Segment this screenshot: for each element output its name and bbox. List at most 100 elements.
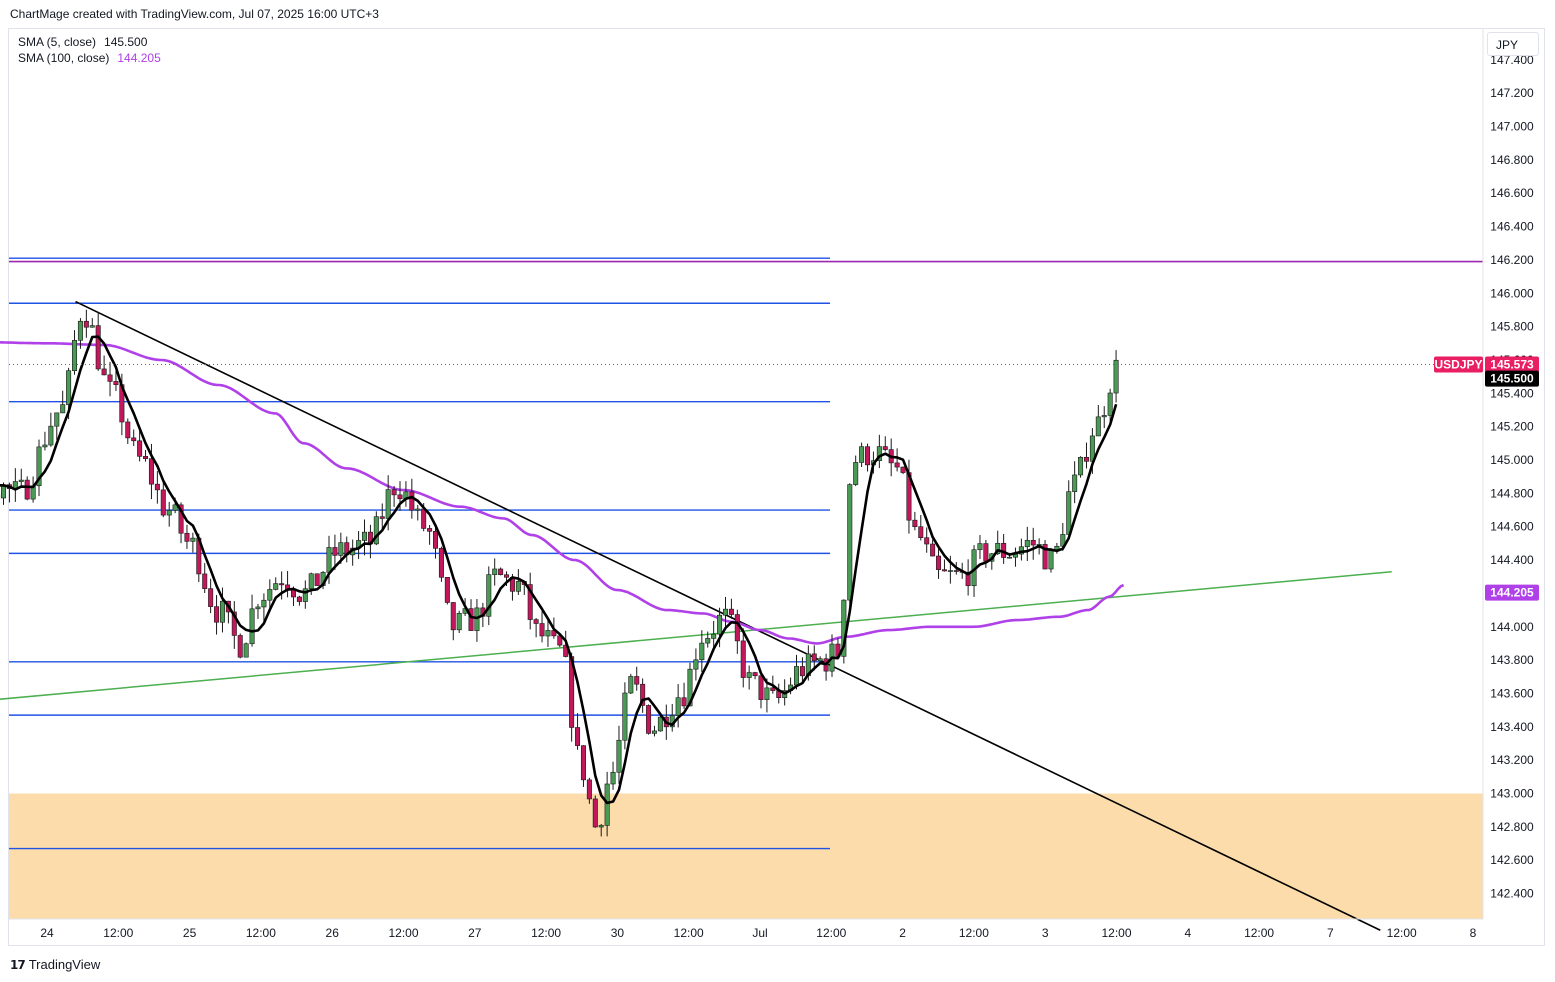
price-tick-label: 144.800 <box>1490 486 1534 500</box>
candle-body <box>302 588 308 602</box>
candle-body <box>42 444 48 448</box>
candle-body <box>646 705 652 734</box>
candle-body <box>876 446 882 461</box>
legend-sma5[interactable]: SMA (5, close) 145.500 <box>18 34 161 50</box>
candle-body <box>1113 359 1119 394</box>
candle-body <box>847 484 853 601</box>
candle-body <box>308 573 314 590</box>
time-tick-label: 8 <box>1470 926 1477 940</box>
price-tick-label: 143.800 <box>1490 653 1534 667</box>
candle-body <box>687 668 693 707</box>
candle-body <box>1066 491 1072 535</box>
candle-body <box>326 547 332 573</box>
price-tick-label: 144.000 <box>1490 620 1534 634</box>
candle-body <box>651 730 657 734</box>
candle-body <box>586 779 592 800</box>
candle-body <box>131 437 137 442</box>
candle-body <box>397 494 403 500</box>
candle-body <box>421 508 427 529</box>
price-tick-label: 145.800 <box>1490 320 1534 334</box>
candle-body <box>468 608 474 631</box>
demand-zone-layer <box>9 793 1483 919</box>
candle-body <box>924 537 930 545</box>
candle-body <box>936 555 942 570</box>
candle-body <box>279 583 285 586</box>
time-tick-label: 3 <box>1042 926 1049 940</box>
price-tick-label: 147.400 <box>1490 53 1534 67</box>
candle-body <box>545 630 551 637</box>
sma5-layer <box>0 335 1118 805</box>
candle-body <box>634 676 640 685</box>
sma100-badge-text: 144.205 <box>1490 586 1534 600</box>
candle-body <box>95 325 101 370</box>
candle-body <box>125 421 131 439</box>
tradingview-logo-icon: 𝟭𝟳 <box>10 957 26 972</box>
candle-body <box>817 658 823 662</box>
time-tick-label: 2 <box>899 926 906 940</box>
candle-body <box>598 825 604 828</box>
candle-body <box>1048 549 1054 570</box>
candle-body <box>379 516 385 519</box>
price-tick-label: 146.200 <box>1490 253 1534 267</box>
price-tick-label: 147.200 <box>1490 86 1534 100</box>
price-tick-label: 146.800 <box>1490 153 1534 167</box>
candle-body <box>373 516 379 545</box>
trendlines-layer <box>0 300 1392 931</box>
candle-body <box>1101 415 1107 418</box>
sma5-line <box>0 335 1118 805</box>
candle-body <box>427 528 433 532</box>
candle-body <box>575 727 581 746</box>
candle-body <box>166 510 172 516</box>
sma100-badge-bg <box>1485 584 1539 601</box>
candle-body <box>699 642 705 661</box>
chart-credit: ChartMage created with TradingView.com, … <box>10 7 379 21</box>
price-tick-label: 144.400 <box>1490 553 1534 567</box>
candle-body <box>592 798 598 828</box>
time-tick-label: 12:00 <box>1244 926 1274 940</box>
candle-body <box>894 462 900 468</box>
candle-body <box>1078 456 1084 476</box>
candle-body <box>965 571 971 587</box>
price-tick-label: 145.400 <box>1490 386 1534 400</box>
candle-body <box>1107 392 1113 416</box>
candle-body <box>912 519 918 527</box>
demand-zone <box>9 793 1483 919</box>
candle-body <box>450 602 456 631</box>
candle-body <box>918 526 924 538</box>
legend-sma100[interactable]: SMA (100, close) 144.205 <box>18 50 161 66</box>
candle-body <box>409 491 415 511</box>
candle-body <box>107 374 113 382</box>
candle-body <box>900 466 906 473</box>
candle-body <box>705 638 711 644</box>
footer-brand[interactable]: 𝟭𝟳 TradingView <box>10 957 100 972</box>
candle-body <box>722 608 728 616</box>
candle-body <box>983 543 989 562</box>
candle-body <box>36 446 42 487</box>
candle-body <box>930 543 936 557</box>
price-tick-label: 142.800 <box>1490 820 1534 834</box>
candle-body <box>610 771 616 785</box>
legend-sma5-value: 145.500 <box>104 35 148 49</box>
price-tick-label: 142.600 <box>1490 853 1534 867</box>
candle-body <box>675 697 681 716</box>
candle-body <box>1083 456 1089 462</box>
candle-body <box>859 446 865 463</box>
candle-body <box>89 325 95 328</box>
candle-body <box>438 548 444 578</box>
candle-body <box>995 542 1001 555</box>
candle-body <box>172 504 178 511</box>
candle-body <box>865 446 871 466</box>
candle-body <box>249 608 255 645</box>
price-tick-label: 146.600 <box>1490 186 1534 200</box>
time-tick-label: 26 <box>326 926 340 940</box>
time-tick-label: 12:00 <box>246 926 276 940</box>
candle-body <box>941 569 947 572</box>
currency-button[interactable]: JPY <box>1487 32 1539 56</box>
candle-body <box>72 340 78 371</box>
candle-body <box>178 504 184 534</box>
candle-body <box>361 531 367 541</box>
candle-body <box>184 532 190 542</box>
candle-body <box>622 692 628 741</box>
time-tick-label: 12:00 <box>816 926 846 940</box>
